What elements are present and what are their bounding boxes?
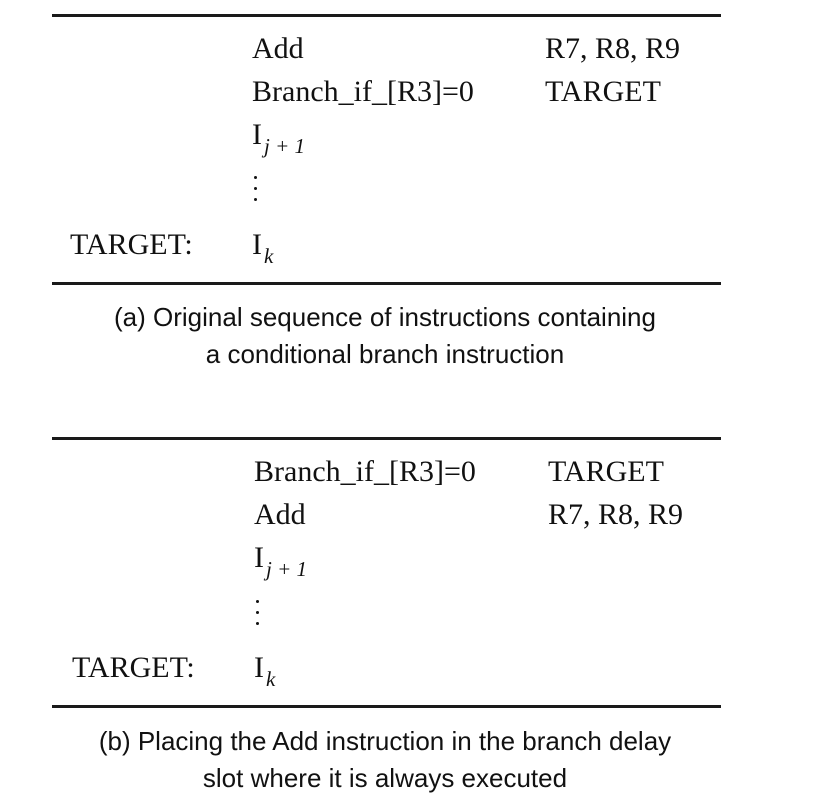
- panel-a-row1-op: Add: [252, 32, 304, 65]
- panel-b-row1-op: Branch_if_[R3]=0: [254, 455, 476, 488]
- panel-a-row2-op: Branch_if_[R3]=0: [252, 75, 474, 108]
- panel-a-row3-instruction: Ij + 1: [252, 118, 305, 157]
- instruction-base: I: [252, 118, 262, 151]
- panel-a-row4-instruction: Ik: [252, 228, 273, 267]
- panel-b-top-rule: [52, 437, 721, 440]
- panel-b-target-label: TARGET:: [72, 651, 195, 684]
- panel-a-caption-line1: (a) Original sequence of instructions co…: [114, 302, 656, 332]
- panel-b-caption-line2: slot where it is always executed: [202, 763, 568, 793]
- panel-b-row2-op: Add: [254, 498, 306, 531]
- instruction-base: I: [252, 228, 262, 261]
- panel-b-vertical-ellipsis: [256, 600, 260, 633]
- panel-b-row1-operand: TARGET: [548, 455, 664, 488]
- instruction-base: I: [254, 651, 264, 684]
- panel-b-row3-instruction: Ij + 1: [254, 541, 307, 580]
- panel-b-row4-instruction: Ik: [254, 651, 275, 690]
- panel-a-bottom-rule: [52, 282, 721, 285]
- instruction-subscript: k: [266, 667, 276, 691]
- panel-b-row2-operand: R7, R8, R9: [548, 498, 684, 531]
- instruction-base: I: [254, 541, 264, 574]
- instruction-subscript: j + 1: [264, 134, 306, 158]
- panel-a-target-label: TARGET:: [70, 228, 193, 261]
- panel-b-caption-line1: (b) Placing the Add instruction in the b…: [98, 726, 672, 756]
- panel-b-bottom-rule: [52, 705, 721, 708]
- panel-a-top-rule: [52, 14, 721, 17]
- panel-a-row2-operand: TARGET: [545, 75, 661, 108]
- panel-a-row1-operand: R7, R8, R9: [545, 32, 681, 65]
- instruction-subscript: k: [264, 244, 274, 268]
- panel-a-vertical-ellipsis: [254, 176, 258, 209]
- instruction-subscript: j + 1: [266, 557, 308, 581]
- panel-a-caption-line2: a conditional branch instruction: [205, 339, 565, 369]
